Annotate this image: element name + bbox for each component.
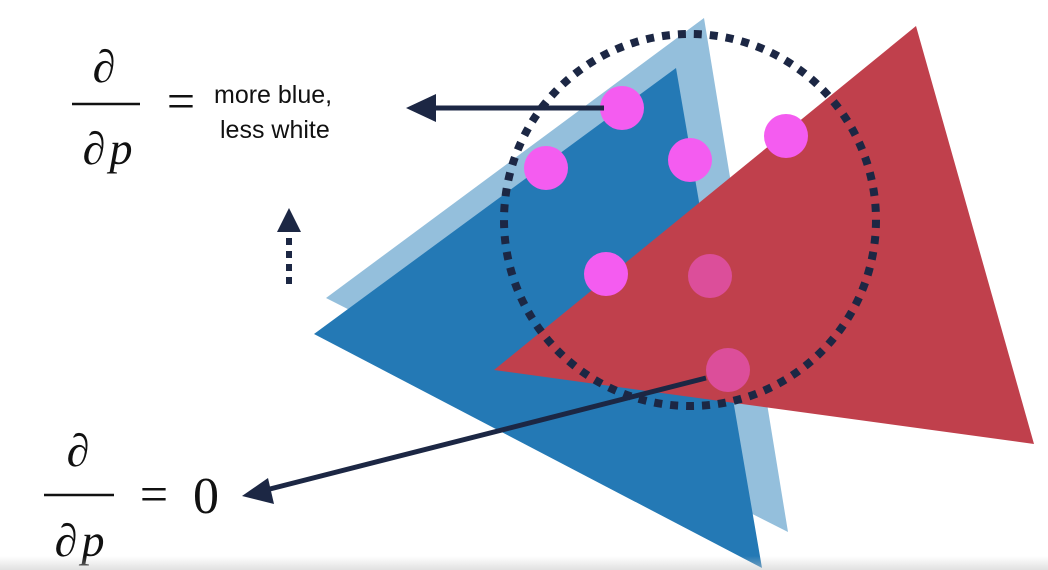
sample-point — [668, 138, 712, 182]
red-triangle — [494, 26, 1034, 444]
blue-triangle — [314, 68, 762, 568]
top-eq-denominator-p: p — [107, 123, 133, 174]
sample-point — [600, 86, 644, 130]
dotted-arrow-up-icon — [277, 208, 301, 284]
top-eq-result-line2: less white — [220, 116, 330, 144]
sample-point-on-red — [688, 254, 732, 298]
arrow-left-icon — [242, 375, 707, 504]
bottom-edge-shadow — [0, 556, 1048, 570]
top-eq-equals: = — [167, 73, 195, 129]
bottom-equation: ∂ ∂ p = 0 — [44, 425, 219, 566]
top-eq-result-line1: more blue, — [214, 81, 332, 109]
sample-point — [764, 114, 808, 158]
dotted-sample-circle — [500, 30, 880, 410]
arrow-left-icon — [406, 94, 604, 122]
bottom-eq-numerator: ∂ — [67, 425, 90, 476]
bottom-eq-equals: = — [140, 466, 168, 522]
bottom-eq-denominator-d: ∂ — [55, 515, 78, 566]
bottom-eq-result: 0 — [193, 468, 219, 525]
sample-point — [524, 146, 568, 190]
sample-points — [524, 86, 808, 392]
sample-point — [584, 252, 628, 296]
top-eq-denominator-d: ∂ — [83, 123, 106, 174]
top-equation: ∂ ∂ p = more blue, less white — [72, 41, 332, 174]
sample-point-on-red — [706, 348, 750, 392]
top-eq-numerator: ∂ — [93, 41, 116, 92]
